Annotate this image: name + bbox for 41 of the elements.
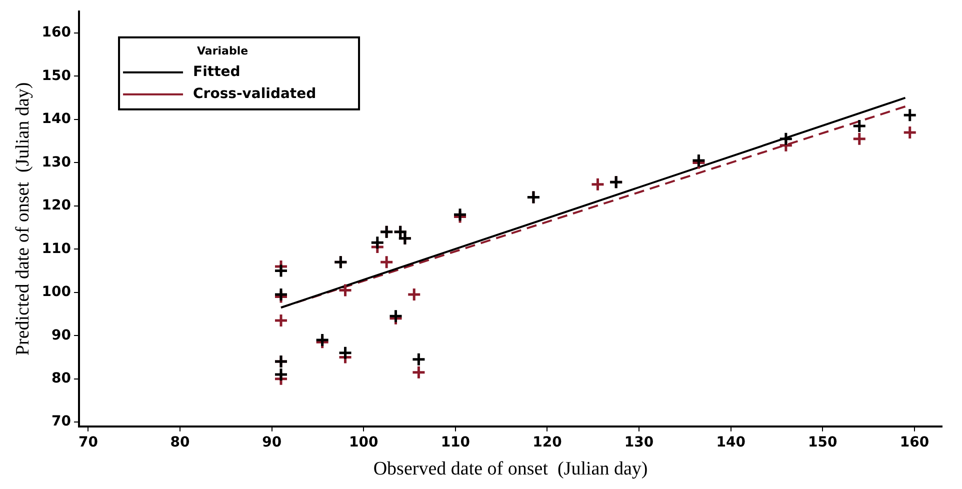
- x-tick-label: 100: [349, 434, 378, 450]
- point: [852, 132, 867, 146]
- point: [338, 282, 353, 298]
- legend-label: Fitted: [193, 64, 240, 80]
- x-tick-label: 120: [532, 434, 562, 450]
- point: [590, 177, 605, 192]
- point: [338, 346, 353, 360]
- legend-label: Cross-validated: [193, 86, 316, 102]
- y-tick-label: 120: [42, 198, 72, 214]
- x-tick-label: 140: [716, 434, 746, 450]
- y-tick-label: 150: [42, 68, 72, 84]
- x-tick-label: 130: [624, 434, 654, 450]
- x-tick-label: 80: [170, 434, 190, 450]
- point: [370, 235, 385, 250]
- point: [902, 125, 918, 140]
- y-tick-label: 140: [42, 111, 72, 128]
- point: [778, 132, 794, 146]
- y-axis-title: Predicted date of onset (Julian day): [12, 82, 34, 356]
- y-tick-label: 110: [42, 240, 72, 257]
- x-tick-label: 90: [262, 434, 282, 450]
- point: [379, 254, 394, 270]
- point: [274, 264, 288, 278]
- y-tick-label: 80: [52, 370, 72, 386]
- x-axis-title: Observed date of onset (Julian day): [373, 458, 648, 480]
- point: [852, 118, 867, 134]
- point: [411, 352, 426, 367]
- y-tick-label: 90: [52, 327, 72, 344]
- point: [274, 313, 288, 328]
- x-tick-label: 150: [808, 434, 838, 450]
- y-tick-label: 100: [42, 284, 72, 300]
- point: [274, 367, 288, 382]
- point: [902, 108, 918, 122]
- x-tick-label: 160: [900, 434, 930, 450]
- y-tick-label: 160: [42, 24, 72, 41]
- point: [411, 365, 426, 380]
- legend-title: Variable: [197, 44, 248, 58]
- y-tick-label: 70: [52, 414, 72, 430]
- x-tick-label: 110: [440, 434, 470, 450]
- y-tick-label: 130: [42, 154, 72, 170]
- point: [406, 287, 422, 302]
- x-tick-label: 70: [78, 434, 98, 450]
